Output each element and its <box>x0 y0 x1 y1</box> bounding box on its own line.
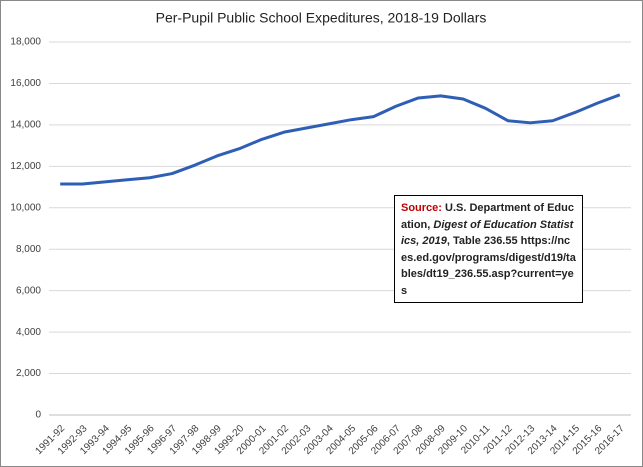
y-tick-label: 10,000 <box>10 202 41 213</box>
y-tick-label: 0 <box>35 410 41 421</box>
y-tick-label: 12,000 <box>10 161 41 172</box>
chart-title: Per-Pupil Public School Expeditures, 201… <box>156 10 487 26</box>
annotation-source: Source: <box>401 202 442 214</box>
y-tick-label: 6,000 <box>16 285 41 296</box>
annotation-italic: Digest of Education Statistics, 2019 <box>401 218 574 248</box>
y-tick-label: 14,000 <box>10 120 41 131</box>
annotation-text: , Table 236.55 https://nces.ed.gov/progr… <box>401 235 576 297</box>
y-tick-label: 4,000 <box>16 327 41 338</box>
y-tick-label: 8,000 <box>16 244 41 255</box>
y-tick-label: 18,000 <box>10 37 41 48</box>
annotation: Source: U.S. Department of Education, Di… <box>394 195 583 303</box>
data-line <box>60 93 621 186</box>
annotation-text: U.S. Department of Education, <box>401 202 574 231</box>
y-tick-label: 16,000 <box>10 78 41 89</box>
y-tick-label: 2,000 <box>16 368 41 379</box>
